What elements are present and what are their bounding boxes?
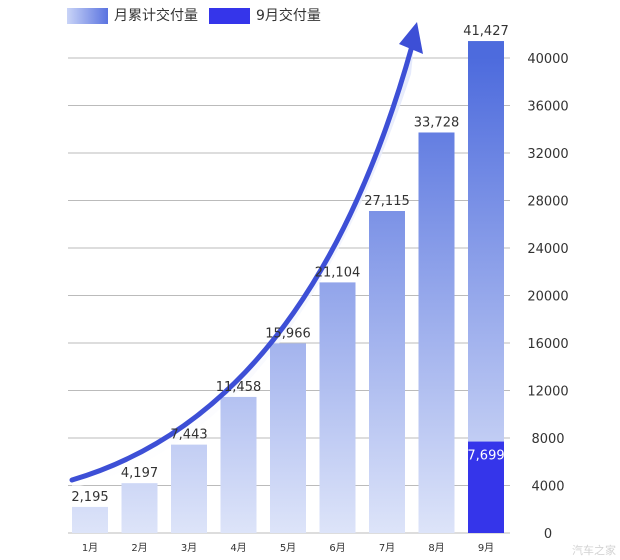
- value-label-cumulative-7: 27,115: [364, 194, 410, 209]
- y-tick-label-0: 0: [544, 527, 552, 542]
- bar-cumulative-2: [121, 483, 158, 533]
- bar-cumulative-7: [369, 211, 405, 533]
- bar-cumulative-8: [418, 132, 455, 534]
- bar-september-9: [468, 441, 504, 533]
- y-tick-label-8000: 8000: [531, 432, 564, 447]
- trend-arrow-line: [69, 43, 415, 483]
- trend-arrow-head: [399, 22, 423, 54]
- value-label-september-9: 7,699: [467, 449, 504, 464]
- x-tick-label-6: 6月: [329, 542, 345, 554]
- legend-label-september: 9月交付量: [256, 8, 321, 24]
- y-tick-label-32000: 32000: [527, 147, 568, 162]
- x-tick-label-4: 4月: [230, 542, 246, 554]
- y-tick-label-12000: 12000: [527, 385, 568, 400]
- y-tick-label-40000: 40000: [527, 52, 568, 67]
- bar-cumulative-4: [220, 396, 257, 533]
- bar-cumulative-3: [171, 444, 207, 533]
- y-tick-label-16000: 16000: [527, 337, 568, 352]
- value-label-cumulative-3: 7,443: [170, 428, 207, 443]
- value-label-cumulative-8: 33,728: [414, 115, 460, 130]
- bar-cumulative-1: [72, 506, 108, 533]
- y-tick-label-4000: 4000: [531, 480, 564, 495]
- x-tick-label-3: 3月: [181, 542, 197, 554]
- value-label-cumulative-2: 4,197: [121, 466, 158, 481]
- value-label-cumulative-1: 2,195: [71, 490, 108, 505]
- value-label-cumulative-6: 21,104: [315, 265, 361, 280]
- value-label-cumulative-5: 15,966: [265, 326, 311, 341]
- x-tick-label-7: 7月: [379, 542, 395, 554]
- y-tick-label-20000: 20000: [527, 290, 568, 305]
- y-tick-label-24000: 24000: [527, 242, 568, 257]
- x-tick-label-9: 9月: [478, 542, 494, 554]
- legend-swatch-cumulative: [67, 8, 108, 24]
- value-label-cumulative-9: 41,427: [463, 24, 509, 39]
- legend-label-cumulative: 月累计交付量: [114, 8, 198, 24]
- y-tick-label-36000: 36000: [527, 100, 568, 115]
- bar-cumulative-5: [270, 343, 306, 533]
- x-tick-label-5: 5月: [280, 542, 296, 554]
- watermark: 汽车之家: [572, 544, 616, 557]
- bar-cumulative-6: [319, 282, 356, 533]
- y-tick-label-28000: 28000: [527, 195, 568, 210]
- x-tick-label-8: 8月: [428, 542, 444, 554]
- value-label-cumulative-4: 11,458: [216, 380, 262, 395]
- legend-swatch-september: [209, 8, 250, 24]
- x-tick-label-1: 1月: [82, 542, 98, 554]
- x-tick-label-2: 2月: [131, 542, 147, 554]
